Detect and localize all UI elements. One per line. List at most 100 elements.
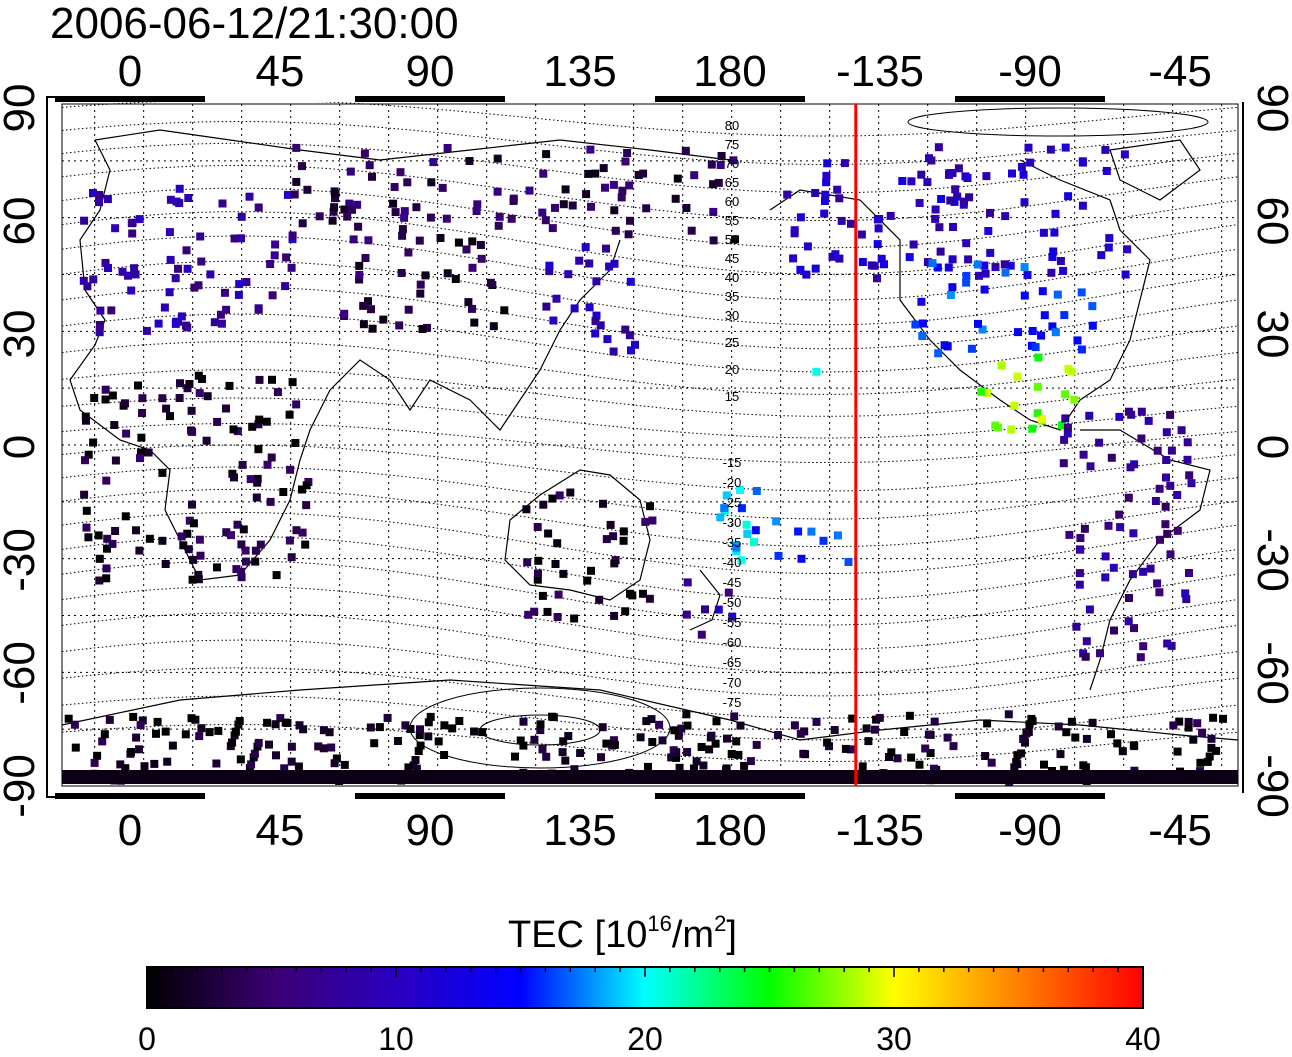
tec-cell xyxy=(1028,424,1037,433)
tec-cell xyxy=(823,159,832,168)
tec-cell xyxy=(476,241,485,249)
tec-cell xyxy=(187,406,196,415)
axis-tick-segment-bottom xyxy=(655,793,805,799)
geomagnetic-contour xyxy=(61,286,1239,350)
tec-cell xyxy=(681,146,690,155)
lon-labels-bottom: 0 45 90 135 180 -135 -90 -45 xyxy=(118,806,1212,855)
lat-label-left: -60 xyxy=(0,641,44,705)
tec-cell xyxy=(898,177,907,185)
tec-cell xyxy=(840,159,849,168)
tec-cell xyxy=(110,421,119,429)
lon-label-top: -45 xyxy=(1148,47,1212,96)
tec-cell xyxy=(587,566,595,575)
tec-cell xyxy=(279,488,288,496)
tec-cell xyxy=(298,485,306,494)
tec-cell xyxy=(118,267,127,276)
tec-cell xyxy=(716,161,725,169)
tec-cell xyxy=(949,742,958,751)
tec-cell xyxy=(552,294,561,303)
contour-label: 20 xyxy=(725,362,739,377)
tec-cell xyxy=(424,718,433,727)
tec-cell xyxy=(848,714,857,723)
colorbar-tick-label: 20 xyxy=(627,1021,663,1057)
tec-cell xyxy=(953,192,962,201)
tec-cell xyxy=(648,738,657,746)
tec-cell xyxy=(1022,729,1031,738)
tec-cell xyxy=(177,532,186,541)
tec-cell xyxy=(951,185,960,194)
lat-label-right: 30 xyxy=(1248,310,1292,359)
tec-cell xyxy=(443,144,452,152)
tec-cell xyxy=(95,198,103,207)
tec-cell xyxy=(102,476,111,485)
tec-cell xyxy=(672,753,681,762)
tec-cell xyxy=(166,195,175,204)
tec-cell xyxy=(1121,270,1130,279)
tec-cell xyxy=(242,278,251,286)
tec-cell xyxy=(712,717,721,726)
tec-cell xyxy=(977,387,986,396)
tec-cell xyxy=(281,282,290,291)
tec-cell xyxy=(1187,479,1196,488)
tec-cell xyxy=(1101,552,1110,561)
tec-cell xyxy=(111,224,120,233)
tec-cell xyxy=(79,276,88,285)
tec-cell xyxy=(162,404,171,413)
tec-cell xyxy=(961,172,970,181)
tec-cell xyxy=(216,310,225,319)
axis-tick-segment-bottom xyxy=(1105,793,1255,799)
tec-cell xyxy=(568,201,577,210)
tec-cell xyxy=(677,724,686,733)
tec-cell xyxy=(673,174,682,183)
tec-cell xyxy=(674,731,683,740)
tec-cell xyxy=(1079,761,1088,770)
contour-label: 55 xyxy=(725,213,739,228)
tec-cell xyxy=(411,756,420,764)
tec-cell xyxy=(267,453,276,462)
tec-cell xyxy=(634,171,643,179)
tec-cell xyxy=(287,742,296,751)
tec-cell xyxy=(646,502,654,511)
geomagnetic-contour xyxy=(61,369,1239,417)
tec-cell xyxy=(923,258,932,267)
tec-cell xyxy=(340,760,349,769)
tec-cell xyxy=(1189,735,1198,744)
tec-cell xyxy=(1183,438,1192,447)
contour-label: 15 xyxy=(725,389,739,404)
geomagnetic-contour xyxy=(61,120,1239,165)
tec-cell xyxy=(1085,411,1094,420)
tec-cell xyxy=(404,305,413,314)
map-frame xyxy=(46,96,1244,798)
tec-cell xyxy=(163,757,172,766)
tec-cell xyxy=(472,207,481,215)
tec-cell xyxy=(519,741,528,750)
colorbar-title-mid: /m xyxy=(672,914,714,956)
tec-cell xyxy=(340,309,349,318)
tec-cell xyxy=(522,505,531,514)
tec-cell xyxy=(875,713,884,722)
tec-cell xyxy=(671,194,680,203)
tec-cell xyxy=(415,731,424,740)
contour-label: -70 xyxy=(723,675,742,690)
contour-label: -75 xyxy=(723,695,742,710)
tec-cell xyxy=(175,184,184,193)
tec-cell xyxy=(690,171,699,180)
tec-cell xyxy=(183,529,192,538)
tec-cell xyxy=(254,738,263,747)
tec-cell xyxy=(489,322,498,331)
tec-cell xyxy=(161,560,170,568)
tec-cell xyxy=(330,203,339,212)
tec-cell xyxy=(530,735,539,744)
tec-cell xyxy=(536,726,545,735)
tec-cell xyxy=(934,143,943,152)
tec-cell xyxy=(1153,446,1162,455)
tec-cell xyxy=(742,520,751,529)
tec-cell xyxy=(1031,343,1040,352)
axis-tick-segment-top xyxy=(655,96,805,102)
tec-cell xyxy=(195,732,204,741)
tec-cell xyxy=(1067,367,1076,376)
tec-cell xyxy=(468,263,477,272)
tec-cell xyxy=(136,454,144,463)
colorbar-title-sup1: 16 xyxy=(647,911,671,936)
contour-label: -20 xyxy=(723,475,742,490)
